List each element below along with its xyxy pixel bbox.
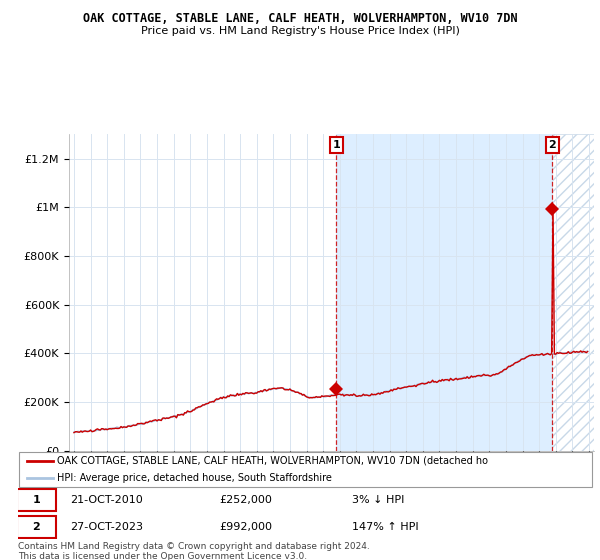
Text: 2: 2 bbox=[548, 140, 556, 150]
Text: £252,000: £252,000 bbox=[220, 495, 272, 505]
Text: 147% ↑ HPI: 147% ↑ HPI bbox=[352, 522, 419, 532]
Bar bbox=[337, 134, 553, 451]
Text: HPI: Average price, detached house, South Staffordshire: HPI: Average price, detached house, Sout… bbox=[57, 473, 332, 483]
Text: Contains HM Land Registry data © Crown copyright and database right 2024.
This d: Contains HM Land Registry data © Crown c… bbox=[18, 542, 370, 560]
Text: Price paid vs. HM Land Registry's House Price Index (HPI): Price paid vs. HM Land Registry's House … bbox=[140, 26, 460, 36]
Text: OAK COTTAGE, STABLE LANE, CALF HEATH, WOLVERHAMPTON, WV10 7DN (detached ho: OAK COTTAGE, STABLE LANE, CALF HEATH, WO… bbox=[57, 455, 488, 465]
FancyBboxPatch shape bbox=[17, 489, 56, 511]
Text: 2: 2 bbox=[32, 522, 40, 532]
Text: 1: 1 bbox=[332, 140, 340, 150]
Text: 21-OCT-2010: 21-OCT-2010 bbox=[70, 495, 143, 505]
Text: 3% ↓ HPI: 3% ↓ HPI bbox=[352, 495, 404, 505]
FancyBboxPatch shape bbox=[17, 516, 56, 538]
Text: 27-OCT-2023: 27-OCT-2023 bbox=[70, 522, 143, 532]
Text: 1: 1 bbox=[32, 495, 40, 505]
Text: OAK COTTAGE, STABLE LANE, CALF HEATH, WOLVERHAMPTON, WV10 7DN: OAK COTTAGE, STABLE LANE, CALF HEATH, WO… bbox=[83, 12, 517, 25]
Bar bbox=[553, 134, 600, 451]
Text: £992,000: £992,000 bbox=[220, 522, 272, 532]
FancyBboxPatch shape bbox=[19, 452, 592, 487]
